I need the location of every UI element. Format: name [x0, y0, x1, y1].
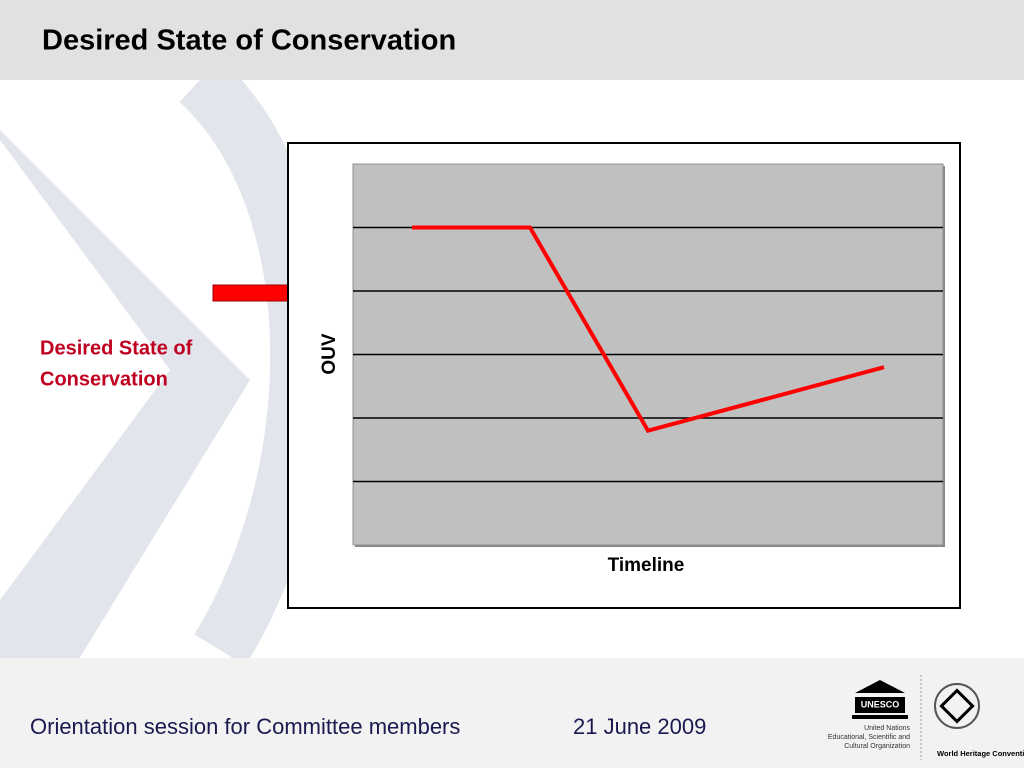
callout-line: Desired State of — [40, 337, 193, 359]
footer-session: Orientation session for Committee member… — [30, 714, 460, 739]
y-axis-label: OUV — [319, 333, 340, 375]
deco-cut — [0, 140, 170, 600]
x-axis-label: Timeline — [608, 555, 685, 576]
logo-body — [855, 697, 905, 713]
logo-roof — [855, 680, 905, 693]
logo-whc-emblem — [939, 688, 975, 724]
footer-date: 21 June 2009 — [573, 714, 706, 739]
header-band — [0, 0, 1024, 80]
logo-org: United Nations — [864, 725, 910, 732]
logo-org: Cultural Organization — [844, 743, 910, 750]
footer-band — [0, 658, 1024, 768]
data-line — [412, 225, 885, 434]
slide-title: Desired State of Conservation — [42, 25, 456, 57]
logo-whc: World Heritage Convention — [937, 749, 1024, 758]
logo-whc-ring — [934, 683, 980, 729]
logo-unesco: UNESCO — [861, 699, 900, 709]
callout-line: Conservation — [40, 368, 168, 390]
logo-org: Educational, Scientific and — [828, 734, 910, 741]
logo-base — [852, 715, 908, 719]
